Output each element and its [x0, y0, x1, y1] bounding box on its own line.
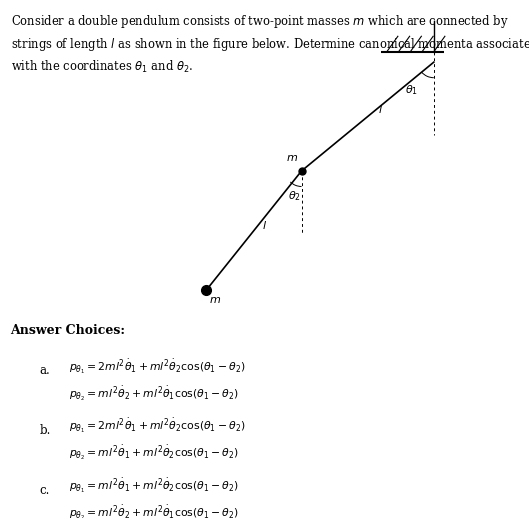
Text: Answer Choices:: Answer Choices: [11, 324, 125, 337]
Text: $p_{\theta_2} = ml^2\dot{\theta}_2 + ml^2\dot{\theta}_1 \cos(\theta_1 - \theta_2: $p_{\theta_2} = ml^2\dot{\theta}_2 + ml^… [69, 384, 239, 402]
Text: $p_{\theta_1} = 2ml^2\dot{\theta}_1 + ml^2\dot{\theta}_2 \cos(\theta_1 - \theta_: $p_{\theta_1} = 2ml^2\dot{\theta}_1 + ml… [69, 357, 245, 376]
Text: a.: a. [40, 364, 50, 378]
Text: Consider a double pendulum consists of two-point masses $m$ which are connected : Consider a double pendulum consists of t… [11, 13, 529, 75]
Text: $p_{\theta_2} = ml^2\dot{\theta}_2 + ml^2\dot{\theta}_1 \cos(\theta_1 - \theta_2: $p_{\theta_2} = ml^2\dot{\theta}_2 + ml^… [69, 503, 239, 518]
Text: $\theta_2$: $\theta_2$ [288, 190, 301, 203]
Text: $p_{\theta_1} = ml^2\dot{\theta}_1 + ml^2\dot{\theta}_2 \cos(\theta_1 - \theta_2: $p_{\theta_1} = ml^2\dot{\theta}_1 + ml^… [69, 477, 239, 495]
Text: $l$: $l$ [378, 103, 384, 115]
Text: $p_{\theta_1} = 2ml^2\dot{\theta}_1 + ml^2\dot{\theta}_2 \cos(\theta_1 - \theta_: $p_{\theta_1} = 2ml^2\dot{\theta}_1 + ml… [69, 417, 245, 435]
Text: $p_{\theta_2} = ml^2\dot{\theta}_1 + ml^2\dot{\theta}_2 \cos(\theta_1 - \theta_2: $p_{\theta_2} = ml^2\dot{\theta}_1 + ml^… [69, 444, 239, 462]
Text: $l$: $l$ [262, 219, 267, 232]
Text: $m$: $m$ [286, 153, 298, 163]
Text: $\theta_1$: $\theta_1$ [405, 83, 418, 97]
Text: $m$: $m$ [209, 295, 221, 305]
Text: b.: b. [40, 424, 51, 437]
Text: c.: c. [40, 483, 50, 497]
